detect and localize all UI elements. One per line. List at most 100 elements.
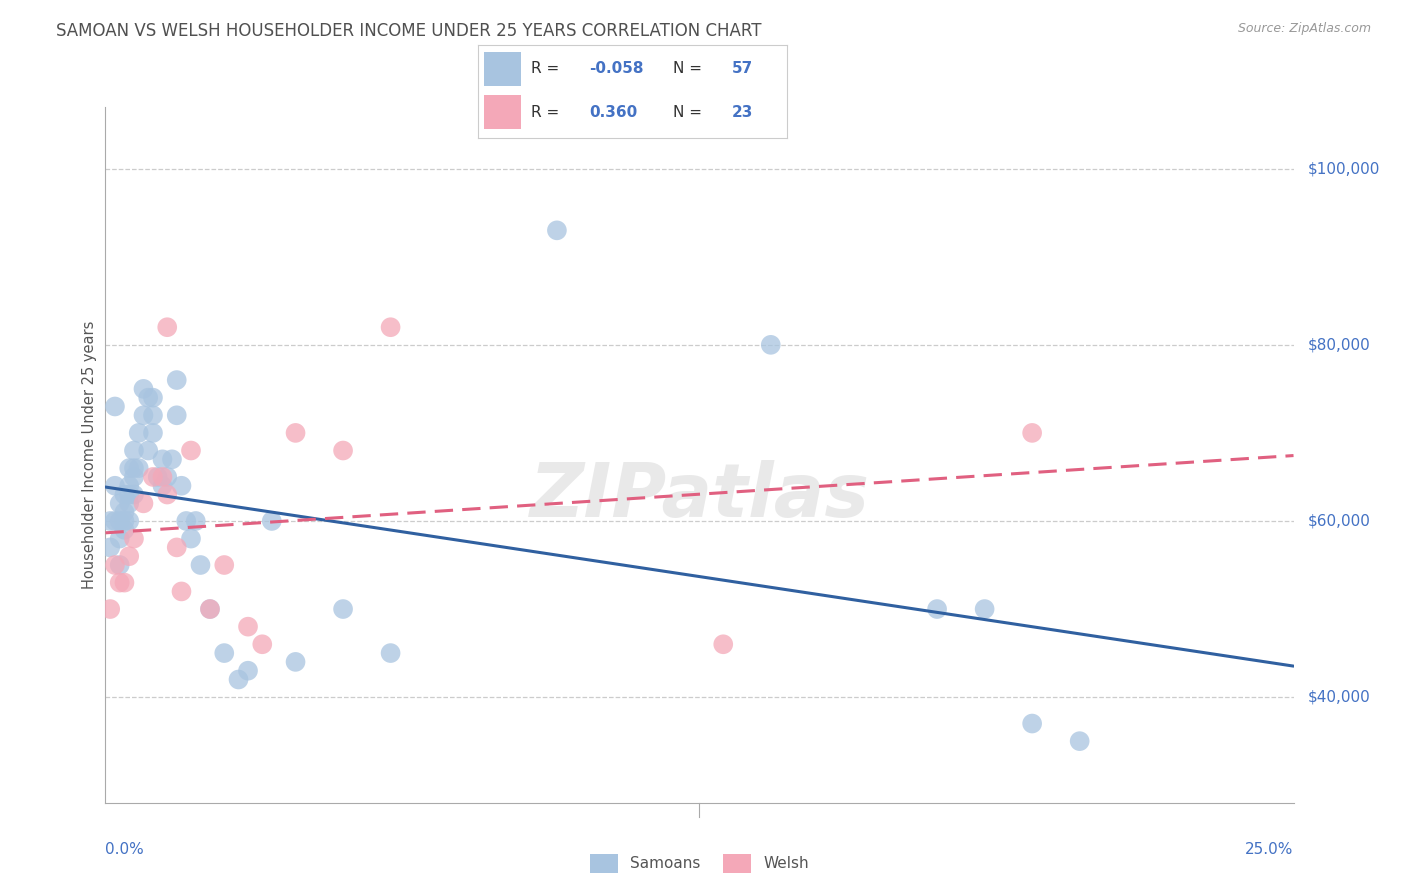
Point (114, 575, 136, 590)
Point (156, 470, 179, 484)
Point (98, 541, 121, 555)
Point (198, 602, 221, 616)
Text: -0.058: -0.058 (589, 62, 644, 77)
Point (104, 514, 127, 528)
Point (108, 514, 131, 528)
Point (104, 400, 127, 414)
Point (128, 425, 150, 440)
Text: 23: 23 (731, 104, 754, 120)
Text: 0.0%: 0.0% (105, 842, 145, 857)
Point (118, 514, 141, 528)
Point (1021, 425, 1043, 440)
Point (118, 461, 141, 475)
Text: N =: N = (673, 104, 707, 120)
Text: $100,000: $100,000 (1308, 161, 1381, 177)
Point (166, 373, 188, 387)
Point (108, 575, 131, 590)
Point (160, 452, 183, 467)
Point (260, 514, 283, 528)
Text: ZIPatlas: ZIPatlas (530, 460, 869, 533)
Point (114, 505, 136, 519)
Point (546, 223, 568, 237)
Point (132, 496, 155, 510)
Point (284, 425, 307, 440)
Point (122, 470, 145, 484)
Point (236, 664, 259, 678)
Point (214, 646, 236, 660)
Point (184, 514, 207, 528)
Point (152, 470, 174, 484)
Point (114, 514, 136, 528)
Point (973, 602, 995, 616)
Point (114, 523, 136, 537)
Point (128, 461, 150, 475)
Point (180, 532, 202, 546)
Point (228, 673, 250, 687)
Point (190, 558, 212, 572)
Text: R =: R = (530, 104, 568, 120)
Point (142, 470, 165, 484)
Text: $60,000: $60,000 (1308, 514, 1371, 528)
Point (759, 338, 782, 352)
Point (136, 443, 159, 458)
Point (284, 655, 307, 669)
Point (332, 443, 354, 458)
Bar (484, 95, 522, 129)
Point (142, 409, 165, 423)
Point (711, 637, 734, 651)
Point (142, 425, 165, 440)
Text: N =: N = (673, 62, 707, 77)
Point (380, 646, 402, 660)
Point (152, 479, 174, 493)
Point (118, 496, 141, 510)
Point (252, 637, 274, 651)
Bar (484, 52, 522, 86)
Point (122, 487, 145, 501)
Text: $80,000: $80,000 (1308, 337, 1371, 352)
Point (118, 549, 141, 564)
Point (108, 532, 131, 546)
Point (214, 558, 236, 572)
Point (136, 391, 159, 405)
Point (170, 584, 193, 599)
Point (108, 496, 131, 510)
Point (198, 602, 221, 616)
Point (132, 382, 155, 396)
Text: Source: ZipAtlas.com: Source: ZipAtlas.com (1237, 22, 1371, 36)
Text: R =: R = (530, 62, 564, 77)
Point (380, 320, 402, 334)
Text: 57: 57 (731, 62, 754, 77)
Point (156, 320, 179, 334)
Text: 0.360: 0.360 (589, 104, 638, 120)
Point (118, 487, 141, 501)
Point (166, 541, 188, 555)
Text: $40,000: $40,000 (1308, 690, 1371, 705)
Point (104, 558, 127, 572)
Point (114, 487, 136, 501)
Point (98, 602, 121, 616)
Point (152, 452, 174, 467)
Legend: Samoans, Welsh: Samoans, Welsh (585, 847, 814, 879)
Point (146, 470, 169, 484)
Y-axis label: Householder Income Under 25 years: Householder Income Under 25 years (82, 321, 97, 589)
Point (166, 409, 188, 423)
Point (156, 487, 179, 501)
Point (118, 479, 141, 493)
Point (142, 391, 165, 405)
Point (174, 514, 197, 528)
Text: SAMOAN VS WELSH HOUSEHOLDER INCOME UNDER 25 YEARS CORRELATION CHART: SAMOAN VS WELSH HOUSEHOLDER INCOME UNDER… (56, 22, 762, 40)
Point (332, 602, 354, 616)
Point (132, 409, 155, 423)
Point (122, 461, 145, 475)
Point (104, 479, 127, 493)
Point (180, 443, 202, 458)
Point (1021, 716, 1043, 731)
Point (108, 558, 131, 572)
Text: 25.0%: 25.0% (1246, 842, 1294, 857)
Point (122, 443, 145, 458)
Point (236, 620, 259, 634)
Point (122, 532, 145, 546)
Point (1069, 734, 1091, 748)
Point (925, 602, 948, 616)
Point (170, 479, 193, 493)
